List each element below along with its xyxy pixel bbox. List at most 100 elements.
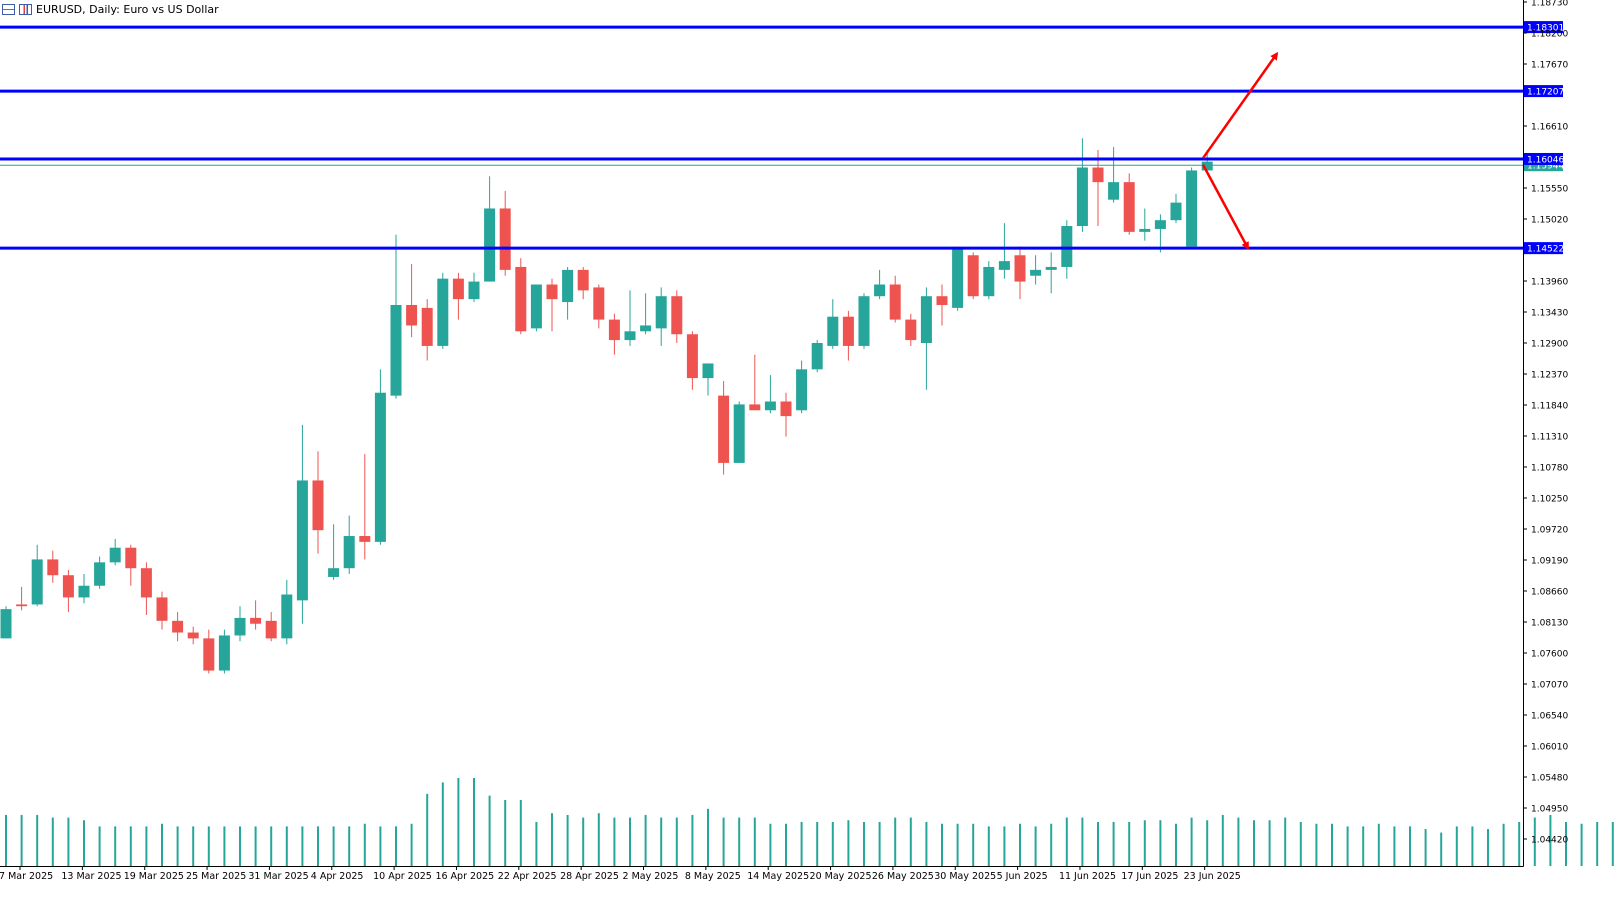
y-tick-label: 1.04420 <box>1531 836 1568 846</box>
candle <box>1186 167 1198 247</box>
y-tick-label: 1.10780 <box>1531 464 1568 474</box>
candle-body <box>764 401 776 411</box>
candle <box>390 234 402 399</box>
y-tick-label: 1.11840 <box>1531 402 1568 412</box>
candle <box>125 544 137 586</box>
candle <box>905 313 917 346</box>
y-tick-label: 1.08660 <box>1531 588 1568 598</box>
x-tick-label: 26 May 2025 <box>872 871 934 882</box>
candle <box>374 369 386 545</box>
candle <box>764 375 776 414</box>
candle <box>187 626 199 645</box>
x-tick-label: 30 May 2025 <box>934 871 996 882</box>
y-tick-label: 1.11310 <box>1531 433 1568 443</box>
candle-body <box>811 343 823 370</box>
candle <box>499 190 511 276</box>
axes: 1.18730 1.18200 1.17670 1.16610 1.15550 1.150… <box>0 0 1568 882</box>
candle <box>234 606 246 642</box>
candle <box>0 606 12 639</box>
candle <box>1014 246 1026 300</box>
y-tick-label: 1.07070 <box>1531 681 1568 691</box>
candle <box>842 310 854 361</box>
candle-body <box>1092 167 1104 183</box>
candle <box>359 454 371 560</box>
candle <box>889 275 901 323</box>
candle-body <box>47 559 59 576</box>
candle-body <box>515 266 527 332</box>
candle <box>250 600 262 630</box>
candle <box>296 424 308 624</box>
candle-body <box>1170 202 1182 221</box>
y-tick-label: 1.13960 <box>1531 278 1568 288</box>
volume-bars <box>5 778 1614 866</box>
x-tick-label: 25 Mar 2025 <box>186 871 246 882</box>
candle-body <box>905 319 917 341</box>
candle <box>671 290 683 343</box>
candle-body <box>671 296 683 335</box>
candle <box>546 278 558 332</box>
x-tick-label: 22 Apr 2025 <box>498 871 557 882</box>
candle <box>998 223 1010 279</box>
candle-body <box>390 304 402 396</box>
candle <box>468 272 480 303</box>
candle <box>1045 252 1057 294</box>
candle-body <box>718 395 730 463</box>
y-tick-label: 1.05480 <box>1531 774 1568 784</box>
candle <box>967 252 979 300</box>
y-tick-label: 1.15550 <box>1531 185 1568 195</box>
candle <box>343 515 355 575</box>
y-tick-label: 1.16610 <box>1531 123 1568 133</box>
candle-body <box>218 635 230 671</box>
candle-body <box>702 363 714 379</box>
candle-body <box>546 284 558 300</box>
candle-body <box>686 334 698 379</box>
candle-body <box>312 480 324 531</box>
x-tick-label: 14 May 2025 <box>747 871 809 882</box>
candle-body <box>733 404 745 463</box>
candle-body <box>421 307 433 346</box>
candle-body <box>359 536 371 542</box>
candle <box>47 550 59 583</box>
level-lines: 1.15944 1.18301 1.17207 1.16046 1.14522 <box>0 21 1564 255</box>
candle <box>655 287 667 346</box>
candle <box>16 586 28 611</box>
candle <box>203 629 215 674</box>
candle <box>983 261 995 300</box>
candle-body <box>655 296 667 329</box>
candle <box>515 258 527 335</box>
indicator-icon[interactable] <box>19 3 32 15</box>
candle-body <box>1186 170 1198 247</box>
candle <box>858 293 870 349</box>
up-arrow <box>1201 51 1279 159</box>
candle <box>577 266 589 300</box>
x-tick-label: 31 Mar 2025 <box>248 871 308 882</box>
candle-body <box>1108 182 1120 200</box>
candle-body <box>983 266 995 297</box>
chart-title-bar: EURUSD, Daily: Euro vs US Dollar <box>2 1 219 17</box>
candle-body <box>1030 269 1042 276</box>
candle <box>936 284 948 326</box>
candle <box>140 562 152 615</box>
level-label-bg <box>1524 21 1563 34</box>
candle-body <box>920 296 932 343</box>
candle-body <box>952 249 964 308</box>
candle <box>1139 208 1151 241</box>
level-label-bg <box>1524 85 1563 98</box>
chart-title: EURUSD, Daily: Euro vs US Dollar <box>36 2 219 16</box>
y-tick-label: 1.06010 <box>1531 743 1568 753</box>
candle-body <box>484 208 496 282</box>
x-tick-label: 28 Apr 2025 <box>560 871 619 882</box>
chart-window-icon[interactable] <box>2 3 15 15</box>
candle <box>78 574 90 604</box>
candle <box>796 360 808 414</box>
x-tick-label: 11 Jun 2025 <box>1059 871 1116 882</box>
candle <box>281 579 293 645</box>
candle <box>312 451 324 554</box>
candle-body <box>156 597 168 621</box>
candle-body <box>889 284 901 320</box>
candle-body <box>1139 228 1151 232</box>
candle <box>109 538 121 566</box>
y-tick-label: 1.12900 <box>1531 340 1568 350</box>
